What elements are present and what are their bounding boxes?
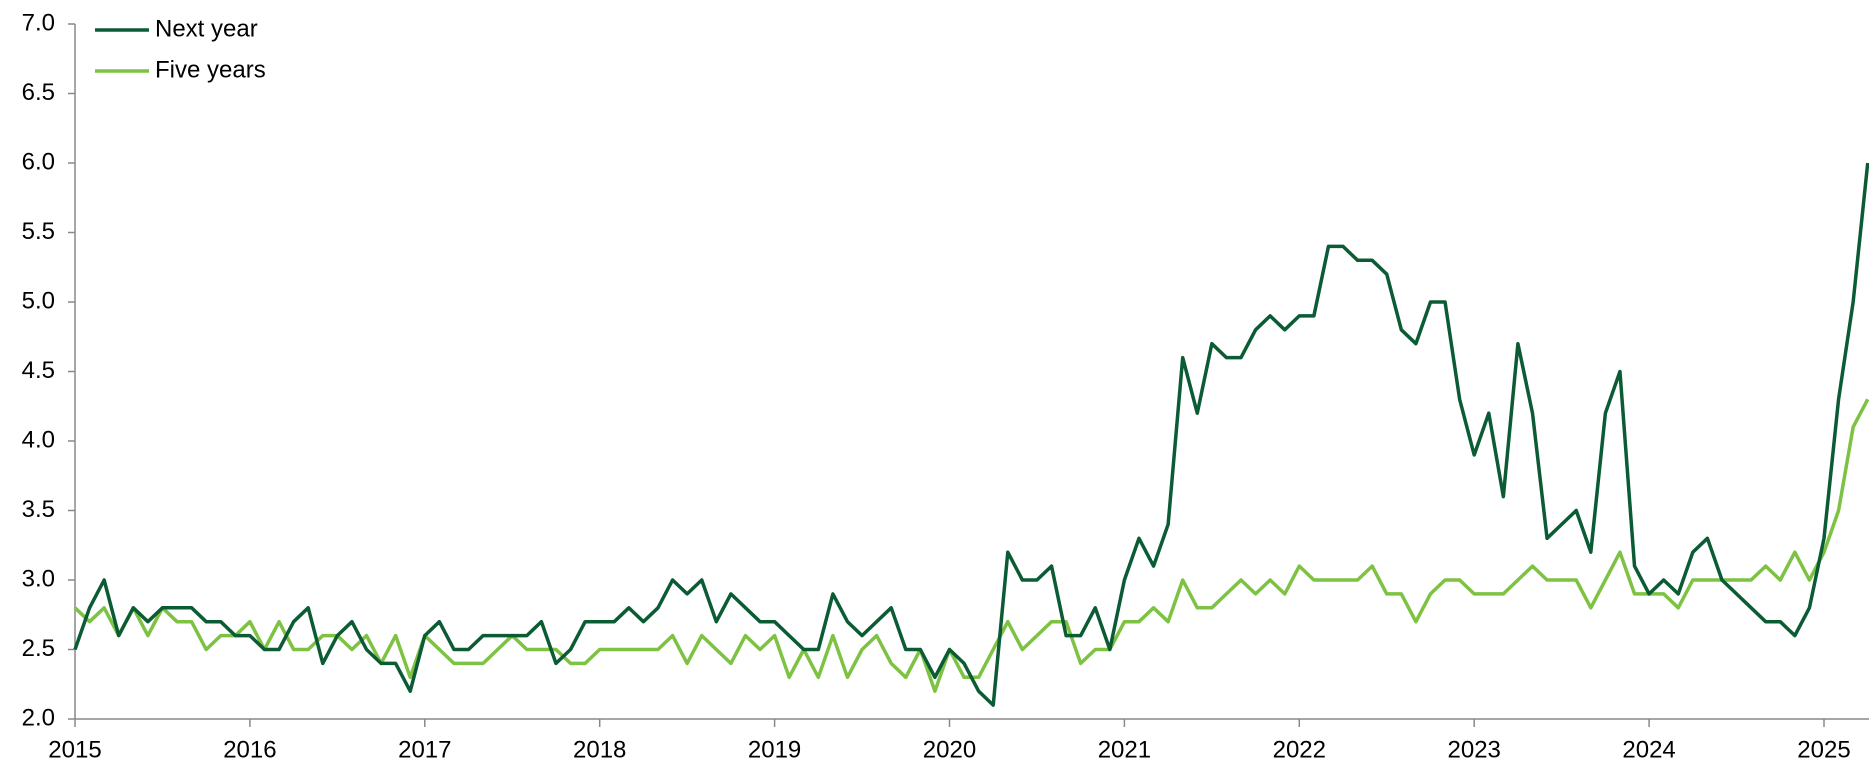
y-tick-label: 7.0: [22, 9, 55, 36]
y-tick-label: 5.5: [22, 218, 55, 245]
x-tick-label: 2021: [1098, 736, 1151, 762]
y-tick-label: 4.0: [22, 426, 55, 453]
x-tick-label: 2025: [1797, 736, 1850, 762]
x-tick-label: 2017: [398, 736, 451, 762]
x-tick-label: 2020: [923, 736, 976, 762]
x-tick-label: 2022: [1273, 736, 1326, 762]
x-tick-label: 2015: [48, 736, 101, 762]
y-tick-label: 6.5: [22, 79, 55, 106]
y-tick-label: 4.5: [22, 357, 55, 384]
x-tick-label: 2016: [223, 736, 276, 762]
y-tick-label: 2.0: [22, 704, 55, 731]
y-tick-label: 6.0: [22, 148, 55, 175]
y-tick-label: 3.5: [22, 496, 55, 523]
legend-label: Next year: [155, 15, 258, 42]
x-tick-label: 2024: [1622, 736, 1675, 762]
legend-label: Five years: [155, 56, 266, 83]
line-series: [73, 162, 1869, 707]
y-tick-label: 5.0: [22, 287, 55, 314]
y-tick-label: 3.0: [22, 565, 55, 592]
line-series: [73, 398, 1869, 693]
y-tick-label: 2.5: [22, 635, 55, 662]
x-tick-label: 2019: [748, 736, 801, 762]
x-tick-label: 2018: [573, 736, 626, 762]
x-tick-label: 2023: [1448, 736, 1501, 762]
